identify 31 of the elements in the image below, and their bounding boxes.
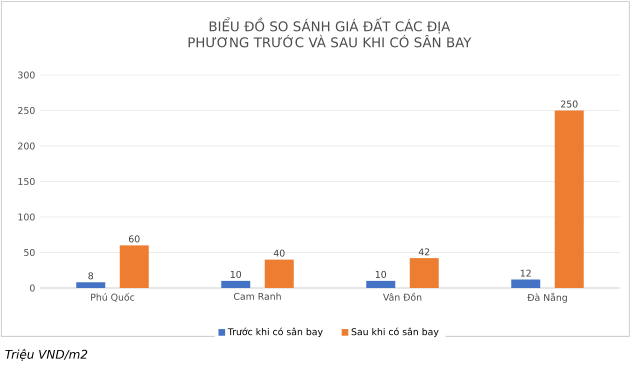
y-tick-label: 50 [24,248,35,256]
bar [221,280,250,288]
bar [76,282,106,288]
legend-label: Sau khi có sân bay [352,328,439,338]
data-label: 10 [376,270,386,278]
x-tick-label: Phú Quốc [91,292,134,302]
data-label: 40 [274,250,285,257]
bar [120,245,149,288]
bar [511,279,540,288]
bar [264,260,294,288]
y-tick-label: 250 [18,106,35,114]
bar [366,280,396,288]
text: Triệu VND/m2 [5,349,88,361]
y-tick-label: 200 [18,142,35,150]
bar [554,110,584,288]
data-label: 60 [128,235,140,242]
data-label: 8 [88,272,94,280]
x-tick-label: Đà Nẵng [527,292,567,303]
data-label: 12 [520,270,531,277]
y-tick-label: 150 [18,178,35,186]
y-tick-label: 300 [18,71,35,79]
x-tick-label: Vân Đồn [383,292,422,301]
bar [410,258,439,288]
data-label: 10 [230,270,242,278]
data-label: 250 [561,100,578,108]
legend-label: Trước khi có sân bay [228,328,323,338]
x-tick-label: Cam Ranh [234,292,281,300]
y-tick-label: 0 [30,284,35,292]
chart-title: BIỂU ĐỒ SO SÁNH GIÁ ĐẤT CÁC ĐỊA PHƯƠNG TRƯỚC VÀ SAU KHI CÓ SÂN BAY [188,17,472,48]
y-tick-label: 100 [18,213,35,221]
data-label: 42 [418,248,430,256]
